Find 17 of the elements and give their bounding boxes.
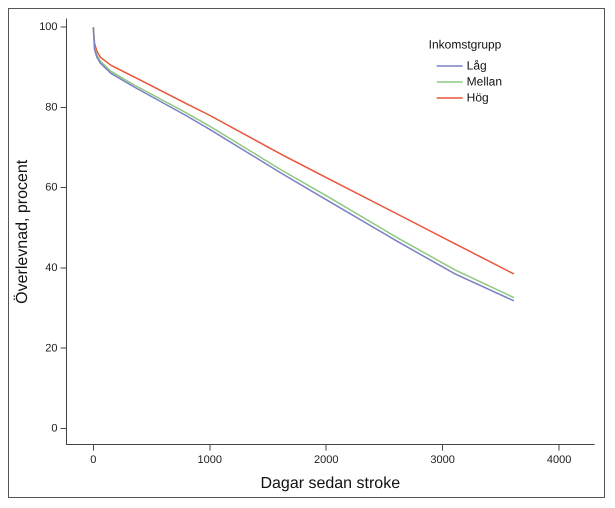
legend-label: Mellan bbox=[466, 74, 502, 88]
x-axis-title: Dagar sedan stroke bbox=[260, 474, 400, 492]
y-tick-label: 60 bbox=[45, 182, 58, 194]
x-tick-label: 4000 bbox=[546, 454, 572, 466]
x-tick-label: 2000 bbox=[314, 454, 338, 466]
y-tick-label: 0 bbox=[51, 422, 58, 435]
legend-label: Hög bbox=[466, 90, 489, 104]
x-tick-label: 3000 bbox=[430, 454, 455, 466]
y-tick-label: 40 bbox=[45, 262, 58, 274]
y-tick-label: 20 bbox=[45, 342, 58, 354]
x-tick-label: 1000 bbox=[198, 454, 222, 466]
legend-title: Inkomstgrupp bbox=[428, 37, 502, 52]
y-axis-title: Överlevnad, procent bbox=[13, 159, 32, 304]
y-tick-label: 80 bbox=[45, 101, 58, 114]
legend-label: Låg bbox=[466, 58, 487, 72]
y-tick-label: 100 bbox=[39, 21, 58, 34]
x-tick-label: 0 bbox=[90, 454, 96, 466]
